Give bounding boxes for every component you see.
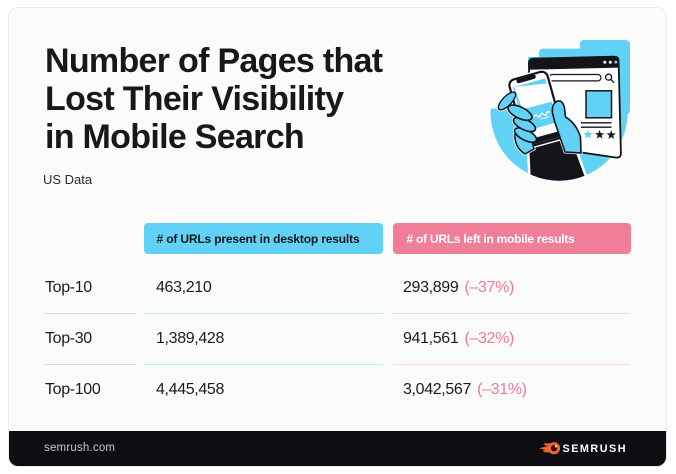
svg-text:SEMRUSH: SEMRUSH — [563, 443, 628, 455]
